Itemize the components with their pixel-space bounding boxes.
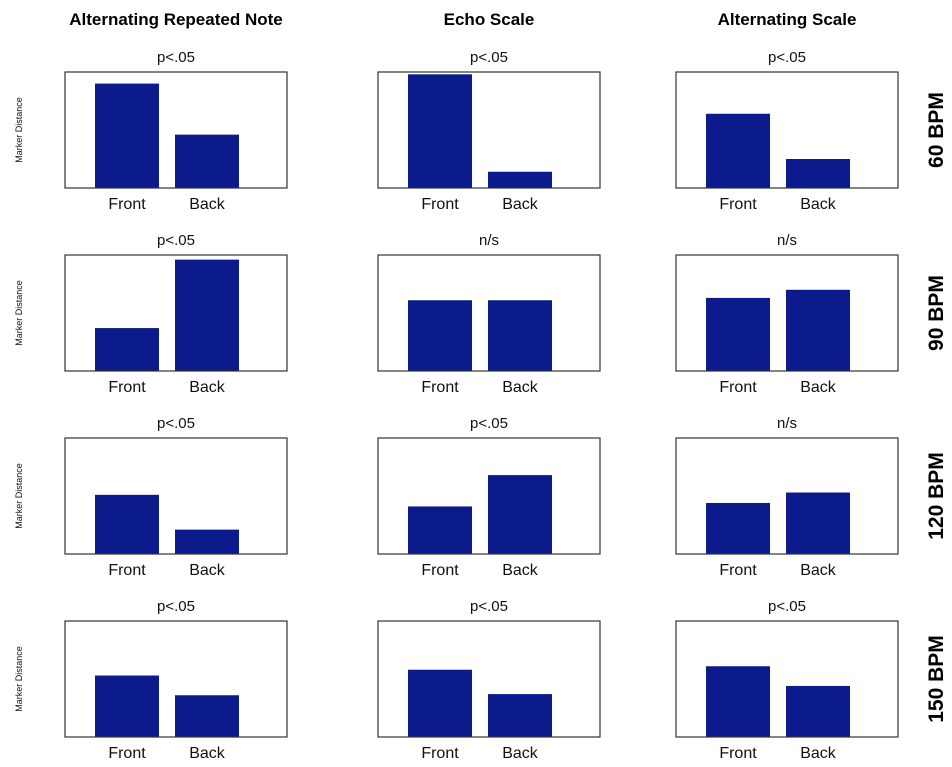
row-label: 120 BPM	[925, 452, 948, 540]
panel-frame	[675, 254, 899, 372]
significance-label: p<.05	[157, 415, 195, 432]
significance-label: p<.05	[768, 49, 806, 66]
bar-back	[786, 159, 850, 188]
x-tick-label: Back	[189, 745, 226, 762]
row-label: 90 BPM	[925, 275, 948, 351]
bar-back	[488, 171, 552, 188]
bar-front	[706, 502, 770, 554]
x-tick-label: Front	[719, 196, 757, 213]
y-axis-label: Marker Distance	[14, 280, 24, 346]
panel-frame	[675, 437, 899, 555]
panel-frame	[64, 71, 288, 189]
x-tick-label: Back	[189, 562, 226, 579]
panel-frame	[675, 71, 899, 189]
bar-front	[706, 666, 770, 737]
panel-frame	[64, 254, 288, 372]
bar-back	[786, 289, 850, 371]
panel-frame	[64, 620, 288, 738]
panel-frame	[377, 254, 601, 372]
y-axis-label: Marker Distance	[14, 463, 24, 529]
significance-label: p<.05	[157, 232, 195, 249]
x-tick-label: Back	[800, 379, 837, 396]
x-tick-label: Front	[719, 379, 757, 396]
column-title: Alternating Scale	[718, 10, 857, 29]
x-tick-label: Front	[108, 379, 146, 396]
bar-front	[95, 83, 159, 188]
x-tick-label: Front	[421, 379, 459, 396]
x-tick-label: Back	[189, 196, 226, 213]
significance-label: p<.05	[157, 49, 195, 66]
bar-back	[488, 694, 552, 737]
panel-frame	[64, 437, 288, 555]
bar-front	[95, 328, 159, 371]
bar-front	[706, 297, 770, 371]
x-tick-label: Front	[108, 745, 146, 762]
bar-front	[95, 494, 159, 554]
significance-label: n/s	[777, 232, 797, 249]
x-tick-label: Back	[502, 562, 539, 579]
x-tick-label: Back	[502, 745, 539, 762]
x-tick-label: Front	[108, 196, 146, 213]
bar-back	[786, 685, 850, 737]
x-tick-label: Back	[502, 379, 539, 396]
x-tick-label: Front	[719, 745, 757, 762]
bar-back	[488, 300, 552, 371]
bar-back	[488, 475, 552, 554]
row-label: 60 BPM	[925, 92, 948, 168]
panel-frame	[377, 71, 601, 189]
bar-front	[408, 74, 472, 188]
significance-label: p<.05	[768, 598, 806, 615]
x-tick-label: Front	[421, 562, 459, 579]
panel-frame	[377, 437, 601, 555]
bar-back	[175, 259, 239, 371]
significance-label: n/s	[777, 415, 797, 432]
x-tick-label: Back	[800, 745, 837, 762]
significance-label: p<.05	[470, 49, 508, 66]
x-tick-label: Front	[719, 562, 757, 579]
x-tick-label: Back	[800, 196, 837, 213]
panel-frame	[675, 620, 899, 738]
bar-front	[706, 113, 770, 188]
bar-front	[408, 300, 472, 371]
bar-front	[408, 506, 472, 554]
significance-label: p<.05	[157, 598, 195, 615]
y-axis-label: Marker Distance	[14, 646, 24, 712]
y-axis-label: Marker Distance	[14, 97, 24, 163]
x-tick-label: Back	[800, 562, 837, 579]
x-tick-label: Back	[189, 379, 226, 396]
x-tick-label: Front	[421, 196, 459, 213]
column-title: Alternating Repeated Note	[69, 10, 282, 29]
significance-label: p<.05	[470, 415, 508, 432]
x-tick-label: Back	[502, 196, 539, 213]
bar-back	[175, 529, 239, 554]
bar-back	[175, 695, 239, 737]
bar-back	[175, 134, 239, 188]
significance-label: n/s	[479, 232, 499, 249]
x-tick-label: Front	[421, 745, 459, 762]
row-label: 150 BPM	[925, 635, 948, 723]
significance-label: p<.05	[470, 598, 508, 615]
column-title: Echo Scale	[444, 10, 535, 29]
x-tick-label: Front	[108, 562, 146, 579]
bar-back	[786, 492, 850, 554]
bar-front	[95, 675, 159, 737]
panel-frame	[377, 620, 601, 738]
bar-front	[408, 669, 472, 737]
